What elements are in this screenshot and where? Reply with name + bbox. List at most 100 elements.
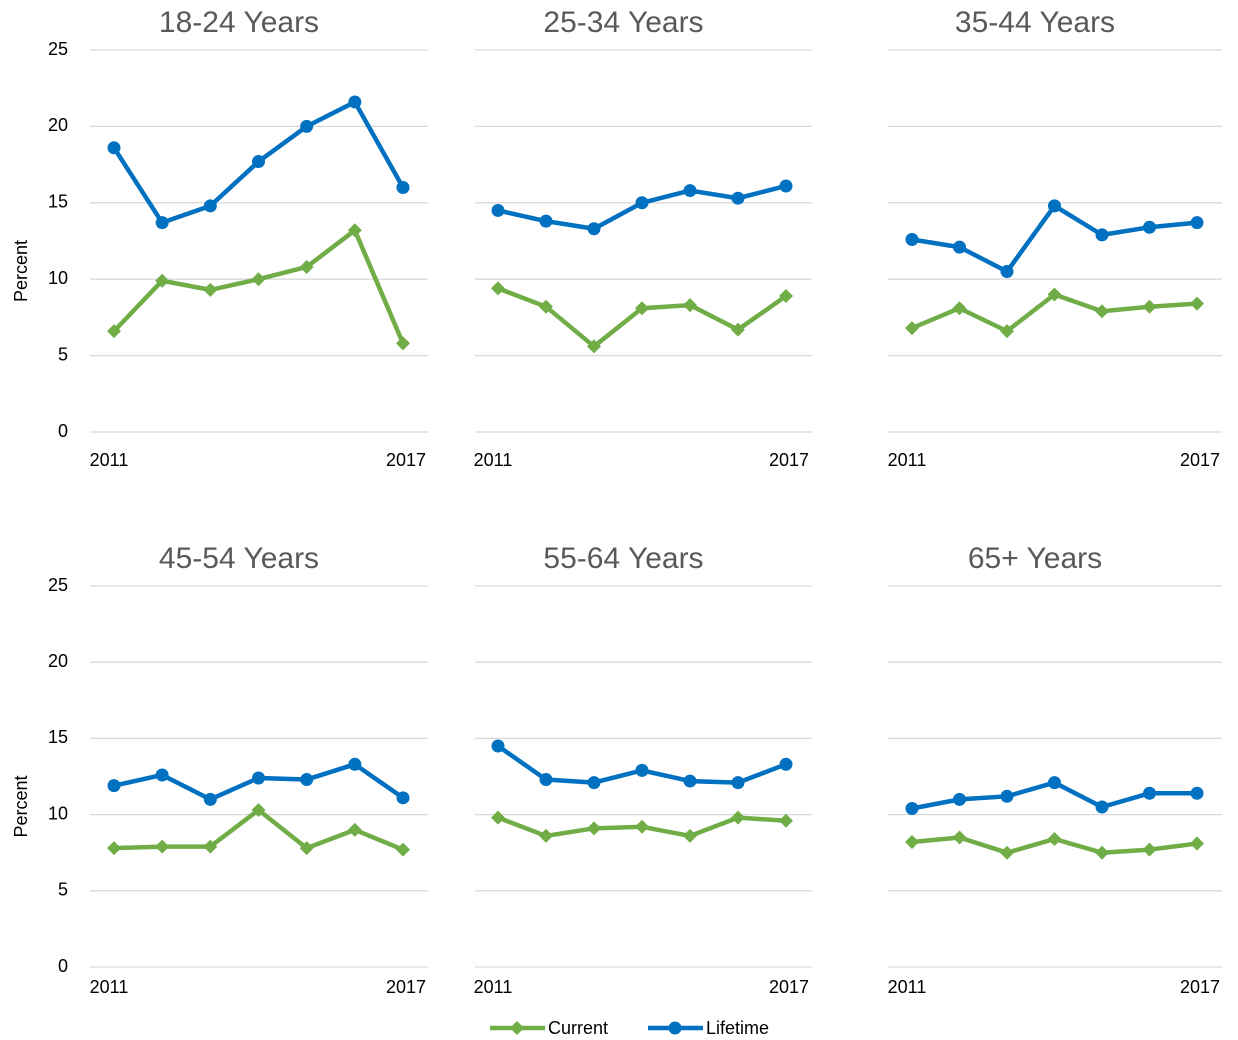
marker	[107, 141, 121, 155]
x-tick-label: 2011	[90, 450, 129, 470]
marker	[396, 791, 410, 805]
legend: Current Lifetime	[490, 1018, 769, 1038]
y-tick-label: 10	[48, 268, 68, 288]
marker	[779, 757, 793, 771]
marker	[348, 95, 362, 109]
marker	[300, 773, 314, 787]
y-tick-label: 5	[58, 344, 68, 364]
marker	[587, 339, 601, 354]
x-tick-label: 2011	[90, 977, 129, 997]
marker	[635, 763, 649, 777]
marker	[1048, 199, 1061, 213]
marker	[635, 196, 649, 210]
panel-title: 45-54 Years	[159, 542, 319, 575]
marker	[299, 259, 314, 274]
y-tick-label: 20	[48, 651, 68, 671]
marker	[155, 839, 170, 854]
marker	[299, 841, 314, 856]
marker	[683, 774, 697, 788]
x-tick-label: 2017	[769, 450, 809, 470]
x-tick-label: 2017	[386, 977, 426, 997]
y-tick-label: 15	[48, 727, 68, 747]
panel: 18-24 Years 0 5 10 15 20 25 Percent 2011 2017	[11, 6, 428, 470]
x-tick-label: 2011	[474, 450, 513, 470]
marker	[539, 299, 553, 314]
marker	[251, 803, 266, 818]
marker	[251, 272, 266, 287]
marker	[779, 289, 793, 304]
marker	[107, 841, 121, 856]
x-tick-label: 2017	[769, 977, 809, 997]
marker	[203, 199, 217, 213]
marker	[905, 232, 919, 246]
marker	[1143, 220, 1156, 234]
marker	[203, 792, 217, 806]
x-tick-label: 2011	[888, 450, 927, 470]
marker	[491, 810, 505, 825]
panel: 35-44 Years 2011 2017	[888, 6, 1222, 470]
panel-title: 25-34 Years	[543, 6, 703, 39]
marker	[905, 802, 919, 816]
marker	[587, 222, 601, 236]
y-tick-label: 15	[48, 192, 68, 212]
marker	[1047, 831, 1062, 846]
y-tick-label: 20	[48, 115, 68, 135]
marker	[668, 1021, 682, 1035]
y-tick-label: 10	[48, 803, 68, 823]
y-tick-label: 5	[58, 880, 68, 900]
marker	[1048, 776, 1061, 790]
panel: 45-54 Years 0 5 10 15 20 25 Percent 2011 2017	[11, 542, 428, 997]
marker	[347, 822, 362, 837]
series-line	[112, 228, 406, 345]
marker	[1142, 842, 1157, 857]
y-tick-label: 0	[58, 421, 68, 441]
marker	[779, 179, 793, 193]
marker	[1000, 265, 1014, 279]
marker	[1190, 836, 1204, 851]
marker	[1047, 287, 1062, 302]
x-tick-label: 2017	[1180, 450, 1220, 470]
x-tick-label: 2011	[474, 977, 513, 997]
marker	[731, 810, 745, 825]
marker	[683, 184, 697, 198]
panel: 55-64 Years 2011 2017	[474, 542, 812, 997]
legend-label: Current	[548, 1018, 608, 1038]
marker	[731, 322, 745, 337]
series-line	[911, 203, 1198, 274]
marker	[1000, 845, 1014, 860]
marker	[107, 779, 121, 793]
marker	[1000, 789, 1014, 803]
marker	[155, 768, 169, 782]
marker	[1095, 845, 1109, 860]
marker	[396, 336, 410, 351]
marker	[347, 223, 362, 238]
y-tick-label: 0	[58, 956, 68, 976]
panel-title: 55-64 Years	[543, 542, 703, 575]
marker	[635, 819, 649, 834]
marker	[953, 792, 966, 806]
marker	[635, 301, 649, 316]
marker	[252, 771, 265, 785]
y-axis-label: Percent	[11, 775, 31, 837]
marker	[1095, 228, 1109, 242]
marker	[587, 821, 601, 836]
x-tick-label: 2017	[386, 450, 426, 470]
marker	[1095, 304, 1109, 319]
marker	[683, 298, 697, 313]
marker	[107, 324, 121, 339]
marker	[491, 203, 505, 217]
y-tick-label: 25	[48, 575, 68, 595]
marker	[491, 281, 505, 296]
marker	[491, 739, 505, 753]
marker	[203, 839, 218, 854]
marker	[1095, 800, 1109, 814]
marker	[952, 301, 967, 316]
y-tick-label: 25	[48, 39, 68, 59]
panel: 25-34 Years 2011 2017	[474, 6, 812, 470]
marker	[300, 119, 314, 133]
marker	[396, 181, 410, 195]
marker	[539, 773, 553, 787]
panel-title: 65+ Years	[968, 542, 1102, 575]
marker	[1190, 216, 1204, 230]
